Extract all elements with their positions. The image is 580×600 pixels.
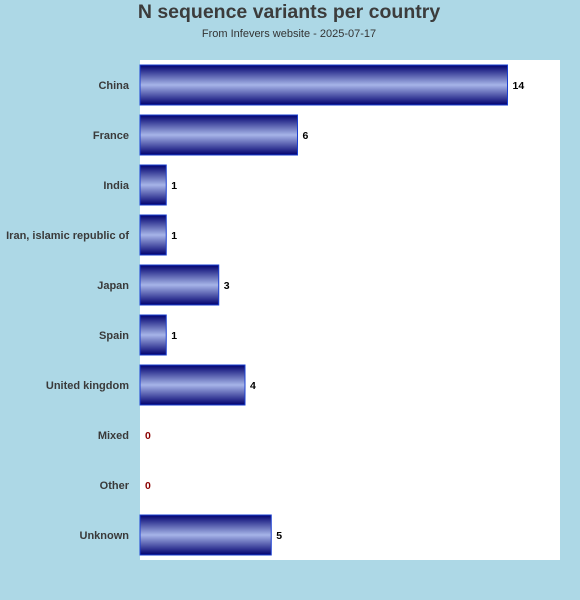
bar-united-kingdom (139, 364, 246, 406)
bar-france (139, 114, 298, 156)
bar-india (139, 164, 167, 206)
value-label-unknown: 5 (276, 530, 282, 542)
category-label-united-kingdom: United kingdom (46, 380, 129, 392)
category-label-iran-islamic-republic-of: Iran, islamic republic of (6, 230, 129, 242)
category-label-france: France (93, 130, 129, 142)
category-label-japan: Japan (97, 280, 129, 292)
value-label-united-kingdom: 4 (250, 380, 256, 392)
value-label-china: 14 (513, 80, 525, 92)
bar-iran-islamic-republic-of (139, 214, 167, 256)
value-label-mixed: 0 (145, 430, 151, 442)
chart-subtitle: From Infevers website - 2025-07-17 (201, 28, 377, 40)
value-label-iran-islamic-republic-of: 1 (171, 230, 177, 242)
chart-title: N sequence variants per country (137, 1, 441, 23)
bar-japan (139, 264, 220, 306)
category-label-mixed: Mixed (98, 430, 129, 442)
bar-unknown (139, 514, 272, 556)
value-label-other: 0 (145, 480, 151, 492)
category-label-unknown: Unknown (80, 530, 130, 542)
value-label-france: 6 (303, 130, 309, 142)
bar-spain (139, 314, 167, 356)
value-label-japan: 3 (224, 280, 230, 292)
category-label-other: Other (100, 480, 130, 492)
value-label-india: 1 (171, 180, 177, 192)
category-label-china: China (98, 80, 129, 92)
bar-china (139, 64, 508, 106)
category-label-spain: Spain (99, 330, 129, 342)
category-label-india: India (103, 180, 130, 192)
value-label-spain: 1 (171, 330, 177, 342)
